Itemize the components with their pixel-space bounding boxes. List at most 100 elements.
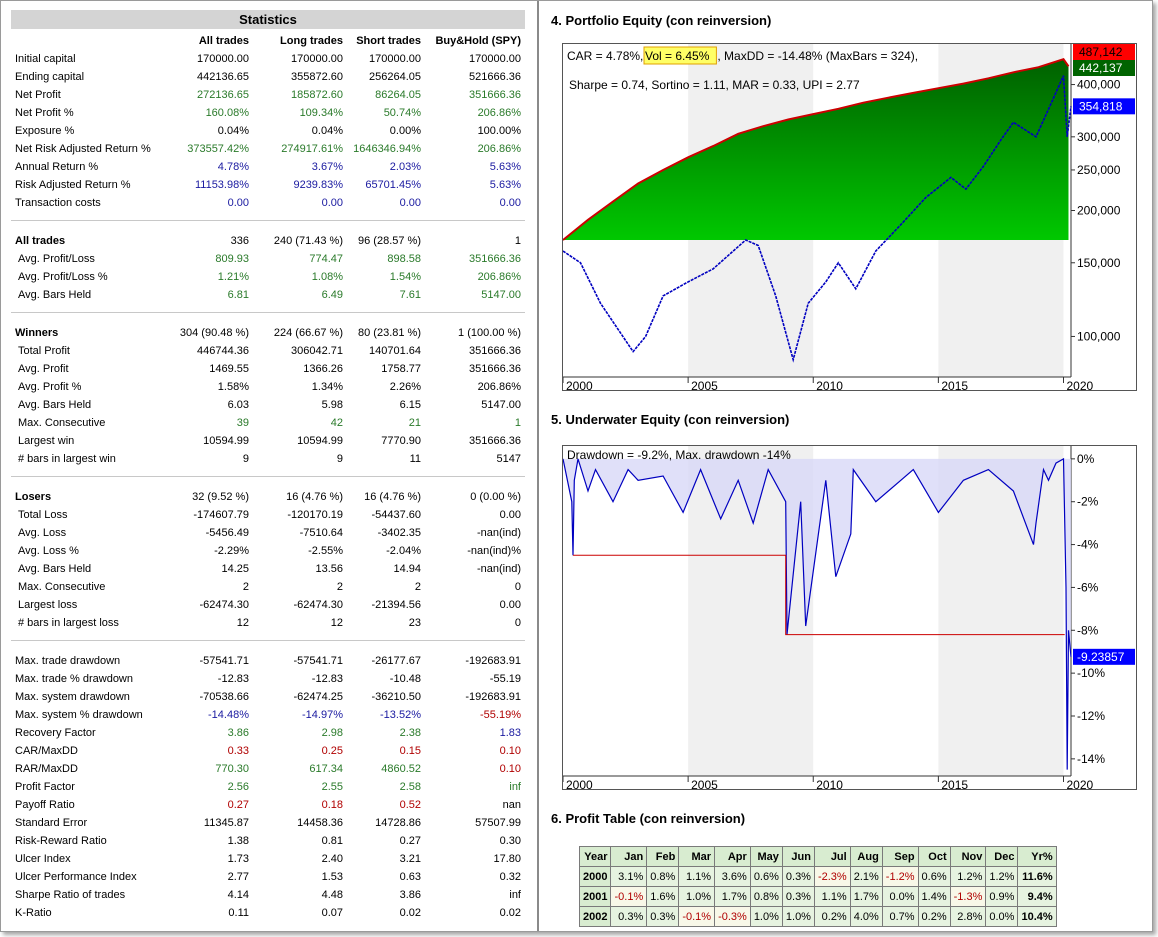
profit-table-column-header: Apr (714, 846, 751, 867)
row-value: 100.00% (477, 125, 521, 137)
statistics-row: Max. Consecutive 2 2 2 0 (11, 578, 525, 596)
row-label: Recovery Factor (15, 727, 96, 739)
row-value: 351666.36 (469, 435, 521, 447)
row-value: 16 (4.76 %) (364, 491, 421, 503)
y-tick-label: -14% (1077, 752, 1105, 766)
row-value: -21394.56 (371, 599, 421, 611)
row-value: -62474.25 (293, 691, 343, 703)
profit-table-month-value: 1.2% (985, 866, 1019, 887)
x-tick-label: 2010 (816, 379, 843, 390)
row-value: 23 (408, 617, 421, 629)
row-value: 185872.60 (291, 89, 343, 101)
row-value: 7770.90 (381, 435, 421, 447)
y-tick-label: -4% (1077, 538, 1099, 552)
row-value: 206.86% (477, 107, 521, 119)
profit-table-month-value: 2.8% (949, 906, 987, 927)
row-label: # bars in largest loss (18, 617, 119, 629)
y-tick-label: 200,000 (1077, 204, 1121, 218)
row-label: Ulcer Performance Index (15, 871, 137, 883)
row-value: -13.52% (380, 709, 421, 721)
row-value: 10594.99 (203, 435, 249, 447)
row-value: 39 (236, 417, 249, 429)
row-label: Avg. Profit/Loss % (18, 271, 108, 283)
row-label: Payoff Ratio (15, 799, 75, 811)
y-tick-label: 0% (1077, 452, 1095, 466)
column-header: Long trades (280, 35, 343, 47)
row-value: 2 (414, 581, 421, 593)
buy-hold-line (562, 75, 1072, 363)
y-tick-label: 150,000 (1077, 256, 1121, 270)
legend-vol: Vol = 6.45% (645, 49, 710, 63)
row-value: 206.86% (477, 381, 521, 393)
row-label: Losers (15, 491, 52, 503)
row-value: 2.26% (389, 381, 421, 393)
profit-table-month-value: 0.7% (881, 906, 919, 927)
profit-table-row: 2002 0.3% 0.3% -0.1% -0.3% 1.0% 1.0% 0.2% 4.0% 0.… (578, 906, 1057, 927)
row-value: 140701.64 (369, 345, 421, 357)
row-value: 0.10 (499, 745, 521, 757)
row-value: 898.58 (387, 253, 421, 265)
row-value: 170000.00 (369, 53, 421, 65)
profit-table-column-header: May (749, 846, 783, 867)
section-divider (11, 632, 525, 652)
row-value: 373557.42% (187, 143, 249, 155)
row-value: 32 (9.52 %) (192, 491, 249, 503)
row-value: 1758.77 (381, 363, 421, 375)
row-value: 0.00% (389, 125, 421, 137)
statistics-table: All trades Long trades Short trades Buy&Hol… (11, 32, 525, 922)
row-value: 1.08% (311, 271, 343, 283)
row-label: Ending capital (15, 71, 85, 83)
row-value: 12 (330, 617, 343, 629)
profit-table-month-value: 0.9% (985, 886, 1019, 907)
row-value: 0.32 (499, 871, 521, 883)
y-tick-label: -8% (1077, 623, 1099, 637)
row-value: 9 (242, 453, 249, 465)
statistics-row: RAR/MaxDD 770.30 617.34 4860.52 0.10 (11, 760, 525, 778)
row-value: 355872.60 (291, 71, 343, 83)
row-value: 1 (514, 417, 521, 429)
row-value: 304 (90.48 %) (179, 327, 249, 339)
row-value: 0.04% (217, 125, 249, 137)
profit-table-month-value: 1.7% (849, 886, 883, 907)
value-label: -9.23857 (1077, 650, 1125, 664)
statistics-row: Risk-Reward Ratio 1.38 0.81 0.27 0.30 (11, 832, 525, 850)
profit-table-year-total: 9.4% (1017, 886, 1057, 907)
row-value: 5147.00 (481, 399, 521, 411)
row-value: 50.74% (383, 107, 421, 119)
max-drawdown-line (573, 554, 1065, 636)
row-value: 1.83 (499, 727, 521, 739)
statistics-row: Max. system drawdown -70538.66 -62474.25 -3… (11, 688, 525, 706)
profit-table-month-value: 3.1% (610, 866, 648, 887)
profit-table-row: 2001 -0.1% 1.6% 1.0% 1.7% 0.8% 0.3% 1.1% 1.7% 0.0… (578, 886, 1057, 907)
profit-table-month-value: 1.0% (678, 886, 716, 907)
profit-table-header: Year Jan Feb Mar Apr May Jun Jul Aug Sep Oct Nov Dec… (578, 846, 1057, 867)
row-value: 2 (336, 581, 343, 593)
row-value: 272136.65 (197, 89, 249, 101)
row-label: Risk-Reward Ratio (15, 835, 107, 847)
row-value: 1 (514, 235, 521, 247)
row-value: 617.34 (309, 763, 343, 775)
x-tick-label: 2015 (941, 778, 968, 789)
profit-table-year-total: 10.4% (1017, 906, 1057, 927)
row-value: -55.19 (489, 673, 521, 685)
statistics-row: Avg. Bars Held 14.25 13.56 14.94 -nan(ind) (11, 560, 525, 578)
statistics-row: Avg. Loss -5456.49 -7510.64 -3402.35 -nan(in… (11, 524, 525, 542)
statistics-row: Net Risk Adjusted Return % 373557.42% 2749… (11, 140, 525, 158)
row-value: -55.19% (480, 709, 521, 721)
profit-table-month-value: 0.2% (813, 906, 851, 927)
row-value: -70538.66 (199, 691, 249, 703)
row-value: -7510.64 (299, 527, 343, 539)
statistics-row: Largest loss -62474.30 -62474.30 -21394.56 0… (11, 596, 525, 614)
row-value: 12 (236, 617, 249, 629)
equity-area (563, 59, 1069, 241)
row-value: -26177.67 (371, 655, 421, 667)
row-value: 7.61 (399, 289, 421, 301)
x-tick-label: 2005 (691, 379, 718, 390)
row-value: 6.49 (321, 289, 343, 301)
profit-table-month-value: 0.2% (917, 906, 951, 927)
row-value: 86264.05 (375, 89, 421, 101)
profit-table-column-header: Feb (646, 846, 680, 867)
statistics-row: Payoff Ratio 0.27 0.18 0.52 nan (11, 796, 525, 814)
profit-table-column-header: Nov (949, 846, 987, 867)
